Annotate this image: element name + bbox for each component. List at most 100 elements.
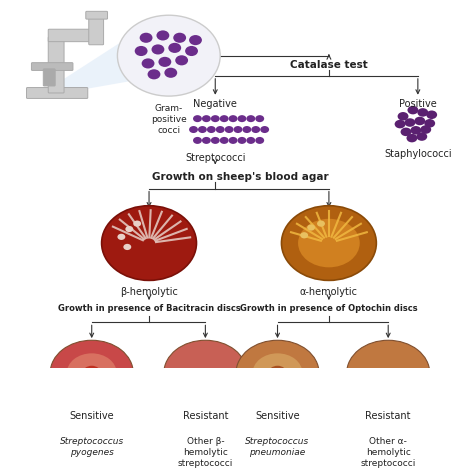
Circle shape bbox=[133, 220, 141, 227]
Circle shape bbox=[246, 115, 255, 122]
Circle shape bbox=[82, 366, 101, 380]
Text: Other β-
hemolytic
streptococci: Other β- hemolytic streptococci bbox=[178, 437, 233, 468]
Circle shape bbox=[273, 370, 282, 376]
Circle shape bbox=[202, 137, 211, 144]
Circle shape bbox=[189, 126, 198, 133]
Circle shape bbox=[416, 132, 427, 141]
Text: β-hemolytic: β-hemolytic bbox=[120, 287, 178, 297]
Circle shape bbox=[228, 115, 237, 122]
FancyBboxPatch shape bbox=[27, 87, 88, 98]
Circle shape bbox=[260, 126, 269, 133]
Circle shape bbox=[193, 137, 202, 144]
Circle shape bbox=[255, 137, 264, 144]
Circle shape bbox=[408, 106, 419, 114]
Text: Streptococcus
pneumoniae: Streptococcus pneumoniae bbox=[246, 437, 310, 457]
Circle shape bbox=[211, 137, 220, 144]
Circle shape bbox=[185, 46, 198, 56]
Circle shape bbox=[346, 340, 430, 406]
Circle shape bbox=[407, 134, 418, 142]
Circle shape bbox=[201, 370, 210, 376]
Text: Resistant: Resistant bbox=[182, 411, 228, 421]
FancyBboxPatch shape bbox=[48, 37, 64, 93]
Circle shape bbox=[156, 31, 169, 40]
Circle shape bbox=[220, 115, 228, 122]
Circle shape bbox=[282, 206, 376, 281]
Text: Catalase test: Catalase test bbox=[290, 60, 368, 70]
Circle shape bbox=[198, 126, 207, 133]
FancyBboxPatch shape bbox=[48, 29, 95, 42]
Circle shape bbox=[168, 43, 181, 53]
Circle shape bbox=[152, 44, 164, 55]
Circle shape bbox=[236, 340, 319, 406]
Circle shape bbox=[414, 117, 425, 125]
Circle shape bbox=[268, 366, 287, 380]
Circle shape bbox=[216, 126, 225, 133]
Circle shape bbox=[410, 126, 421, 134]
Text: Growth in presence of Optochin discs: Growth in presence of Optochin discs bbox=[240, 305, 418, 313]
Circle shape bbox=[307, 224, 315, 231]
FancyBboxPatch shape bbox=[89, 14, 104, 45]
Circle shape bbox=[140, 33, 153, 43]
Circle shape bbox=[420, 125, 431, 134]
Text: Gram-
positive
cocci: Gram- positive cocci bbox=[151, 104, 187, 135]
Text: Streptococcus
pyogenes: Streptococcus pyogenes bbox=[60, 437, 124, 457]
Circle shape bbox=[228, 137, 237, 144]
Circle shape bbox=[401, 127, 411, 136]
Circle shape bbox=[101, 206, 197, 281]
Circle shape bbox=[173, 33, 186, 43]
Circle shape bbox=[142, 58, 155, 69]
Circle shape bbox=[426, 110, 437, 119]
Polygon shape bbox=[54, 35, 156, 94]
FancyBboxPatch shape bbox=[86, 11, 108, 19]
Circle shape bbox=[135, 46, 147, 56]
Circle shape bbox=[88, 370, 96, 376]
Circle shape bbox=[164, 68, 177, 78]
Text: Resistant: Resistant bbox=[365, 411, 411, 421]
Circle shape bbox=[404, 118, 415, 127]
Text: Negative: Negative bbox=[193, 99, 237, 109]
Circle shape bbox=[220, 137, 228, 144]
Circle shape bbox=[158, 57, 171, 67]
Text: α-hemolytic: α-hemolytic bbox=[300, 287, 358, 297]
Text: Other α-
hemolytic
streptococci: Other α- hemolytic streptococci bbox=[361, 437, 416, 468]
FancyBboxPatch shape bbox=[43, 69, 55, 86]
Circle shape bbox=[253, 353, 302, 392]
Circle shape bbox=[50, 340, 133, 406]
Circle shape bbox=[147, 69, 160, 79]
Circle shape bbox=[175, 55, 188, 65]
FancyBboxPatch shape bbox=[31, 63, 73, 70]
Circle shape bbox=[118, 15, 220, 96]
Circle shape bbox=[298, 219, 360, 267]
Circle shape bbox=[418, 108, 428, 117]
Circle shape bbox=[67, 353, 117, 392]
Text: Growth in presence of Bacitracin discs: Growth in presence of Bacitracin discs bbox=[58, 305, 240, 313]
Circle shape bbox=[125, 226, 133, 232]
Circle shape bbox=[384, 370, 392, 376]
Circle shape bbox=[211, 115, 220, 122]
Circle shape bbox=[207, 126, 216, 133]
Text: Streptococci: Streptococci bbox=[185, 153, 246, 163]
Circle shape bbox=[246, 137, 255, 144]
Circle shape bbox=[189, 35, 202, 45]
Circle shape bbox=[164, 340, 247, 406]
Text: Growth on sheep's blood agar: Growth on sheep's blood agar bbox=[152, 172, 328, 181]
Circle shape bbox=[424, 119, 435, 127]
Circle shape bbox=[123, 244, 131, 250]
Circle shape bbox=[300, 232, 308, 238]
Circle shape bbox=[398, 112, 409, 121]
Circle shape bbox=[193, 115, 202, 122]
Circle shape bbox=[251, 126, 260, 133]
Circle shape bbox=[237, 137, 246, 144]
Circle shape bbox=[234, 126, 242, 133]
Circle shape bbox=[237, 115, 246, 122]
Circle shape bbox=[242, 126, 251, 133]
Circle shape bbox=[255, 115, 264, 122]
Text: Sensitive: Sensitive bbox=[69, 411, 114, 421]
Text: Positive: Positive bbox=[399, 99, 437, 109]
Circle shape bbox=[118, 234, 125, 240]
Circle shape bbox=[317, 220, 325, 227]
Circle shape bbox=[225, 126, 234, 133]
Circle shape bbox=[395, 120, 405, 128]
Text: Staphylococci: Staphylococci bbox=[384, 149, 452, 159]
Circle shape bbox=[202, 115, 211, 122]
